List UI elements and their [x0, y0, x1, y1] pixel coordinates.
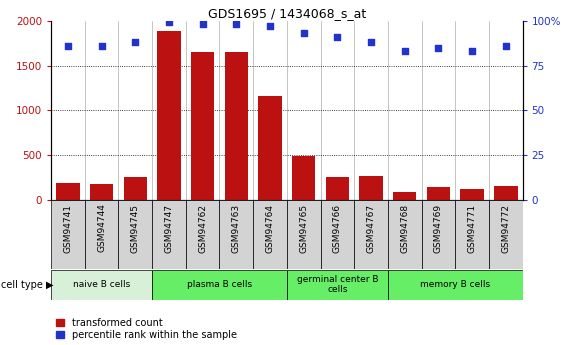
Bar [123, 177, 147, 200]
Legend: transformed count, percentile rank within the sample: transformed count, percentile rank withi… [56, 318, 236, 340]
FancyBboxPatch shape [388, 270, 523, 299]
Text: GSM94769: GSM94769 [434, 204, 443, 253]
FancyBboxPatch shape [354, 200, 388, 269]
Text: GSM94764: GSM94764 [265, 204, 274, 253]
Point [501, 43, 510, 49]
Point [265, 23, 274, 29]
Text: cell type ▶: cell type ▶ [1, 280, 53, 289]
Bar [325, 177, 349, 200]
Bar [494, 186, 517, 200]
FancyBboxPatch shape [119, 200, 152, 269]
FancyBboxPatch shape [152, 200, 186, 269]
Text: GSM94763: GSM94763 [232, 204, 241, 253]
Text: GSM94745: GSM94745 [131, 204, 140, 253]
FancyBboxPatch shape [152, 270, 287, 299]
Bar [224, 52, 248, 200]
Text: GSM94766: GSM94766 [333, 204, 342, 253]
Text: GSM94744: GSM94744 [97, 204, 106, 253]
Point [97, 43, 106, 49]
Text: memory B cells: memory B cells [420, 280, 490, 289]
Point [131, 39, 140, 45]
Point [366, 39, 375, 45]
Bar [393, 191, 416, 200]
Text: GSM94768: GSM94768 [400, 204, 409, 253]
FancyBboxPatch shape [85, 200, 119, 269]
Bar [56, 183, 80, 200]
Bar [191, 52, 215, 200]
Point [198, 21, 207, 27]
Title: GDS1695 / 1434068_s_at: GDS1695 / 1434068_s_at [208, 7, 366, 20]
FancyBboxPatch shape [253, 200, 287, 269]
Point [64, 43, 73, 49]
Bar [258, 96, 282, 200]
FancyBboxPatch shape [51, 270, 152, 299]
Bar [157, 31, 181, 200]
FancyBboxPatch shape [186, 200, 219, 269]
Point [467, 48, 477, 54]
Bar [460, 189, 484, 200]
FancyBboxPatch shape [320, 200, 354, 269]
Bar [427, 187, 450, 200]
Text: GSM94772: GSM94772 [501, 204, 510, 253]
FancyBboxPatch shape [219, 200, 253, 269]
Text: plasma B cells: plasma B cells [187, 280, 252, 289]
FancyBboxPatch shape [489, 200, 523, 269]
Point [299, 30, 308, 36]
Point [400, 48, 409, 54]
Bar [292, 156, 315, 200]
FancyBboxPatch shape [421, 200, 455, 269]
FancyBboxPatch shape [51, 200, 85, 269]
Point [333, 34, 342, 40]
FancyBboxPatch shape [455, 200, 489, 269]
Text: germinal center B
cells: germinal center B cells [296, 275, 378, 294]
Point [165, 20, 174, 25]
Bar [90, 184, 114, 200]
Text: GSM94771: GSM94771 [467, 204, 477, 253]
FancyBboxPatch shape [287, 200, 320, 269]
FancyBboxPatch shape [388, 200, 421, 269]
Text: GSM94747: GSM94747 [165, 204, 173, 253]
Point [434, 45, 443, 50]
Text: naive B cells: naive B cells [73, 280, 130, 289]
Text: GSM94741: GSM94741 [64, 204, 73, 253]
Text: GSM94765: GSM94765 [299, 204, 308, 253]
Bar [359, 176, 383, 200]
Text: GSM94767: GSM94767 [366, 204, 375, 253]
FancyBboxPatch shape [287, 270, 388, 299]
Point [232, 21, 241, 27]
Text: GSM94762: GSM94762 [198, 204, 207, 253]
